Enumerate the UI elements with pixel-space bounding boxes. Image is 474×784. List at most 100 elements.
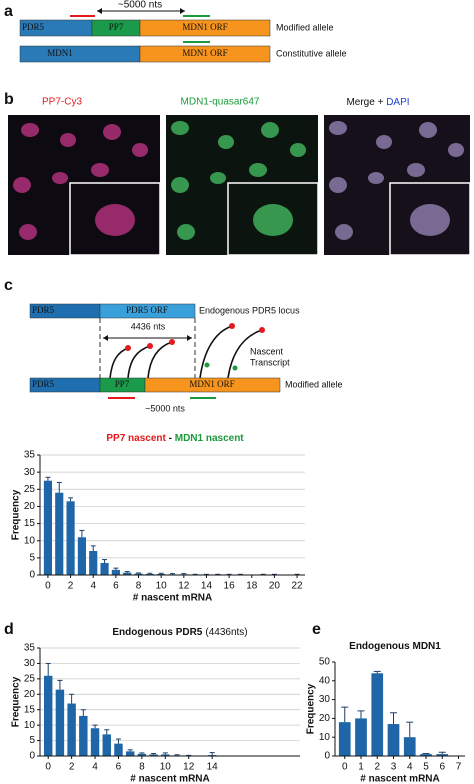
segment-label: PDR5 xyxy=(32,305,55,315)
bar xyxy=(43,675,53,756)
error-bar xyxy=(162,752,168,755)
error-bar xyxy=(181,573,187,575)
allele-label: Modified allele xyxy=(285,379,343,389)
bar xyxy=(43,480,53,575)
x-tick-label: 8 xyxy=(136,581,142,592)
y-tick-label: 30 xyxy=(24,467,36,478)
bar xyxy=(436,754,449,756)
x-tick-label: 16 xyxy=(224,581,236,592)
bar xyxy=(338,722,351,756)
bar xyxy=(111,569,120,575)
chart-title: Endogenous MDN1 xyxy=(349,641,441,652)
segment-label: PDR5 xyxy=(22,22,45,32)
bar xyxy=(90,728,100,756)
y-tick-label: 50 xyxy=(319,657,331,668)
allele-label: Modified allele xyxy=(276,22,334,32)
bar xyxy=(134,573,143,575)
title-part: Endogenous MDN1 xyxy=(349,641,441,652)
panel-label: b xyxy=(4,91,14,108)
x-tick-label: 4 xyxy=(92,762,98,773)
transcript-tags xyxy=(125,323,265,371)
bar xyxy=(145,573,154,575)
error-bar xyxy=(57,679,63,690)
bar xyxy=(77,537,86,575)
error-bar xyxy=(209,752,215,756)
error-bar xyxy=(151,753,157,755)
bar xyxy=(137,753,147,756)
segment xyxy=(99,303,196,319)
bar xyxy=(102,734,111,756)
error-bar xyxy=(124,571,130,573)
image-title: Merge + DAPI xyxy=(346,97,409,108)
y-tick-label: 25 xyxy=(24,484,36,495)
y-tick-label: 10 xyxy=(24,720,36,731)
x-tick-label: 8 xyxy=(139,762,145,773)
x-axis-label: # nascent mRNA xyxy=(133,593,212,604)
error-bar xyxy=(341,706,349,723)
bar xyxy=(100,563,109,575)
error-bar xyxy=(422,753,430,755)
bar xyxy=(79,715,88,756)
locus-label: Endogenous PDR5 locus xyxy=(199,305,300,315)
y-tick-label: 0 xyxy=(324,751,330,762)
error-bar xyxy=(69,693,75,704)
dapi-label: DAPI xyxy=(386,97,409,108)
x-tick-label: 10 xyxy=(156,581,168,592)
x-tick-label: 2 xyxy=(374,762,380,773)
panel-label: d xyxy=(4,621,14,638)
x-tick-label: 12 xyxy=(183,762,195,773)
y-tick-label: 10 xyxy=(24,535,36,546)
error-bar xyxy=(127,749,133,752)
segment xyxy=(19,45,141,63)
y-tick-label: 40 xyxy=(319,675,331,686)
bar xyxy=(67,703,76,756)
error-bar xyxy=(170,573,175,575)
y-tick-label: 20 xyxy=(319,713,331,724)
nascent-transcripts xyxy=(109,325,263,379)
y-tick-label: 15 xyxy=(24,704,36,715)
bar xyxy=(420,754,432,756)
error-bar xyxy=(80,709,86,716)
title-part: MDN1 nascent xyxy=(175,433,245,444)
segment-label: PDR5 ORF xyxy=(126,305,168,315)
micrograph xyxy=(8,115,161,256)
x-tick-label: 10 xyxy=(160,762,172,773)
error-bar xyxy=(136,572,141,574)
chart: PP7 nascent - MDN1 nascent05101520253035… xyxy=(11,433,305,604)
x-tick-label: 6 xyxy=(439,762,445,773)
bar xyxy=(157,573,166,575)
bar xyxy=(125,751,135,756)
segment xyxy=(139,19,271,37)
bar xyxy=(123,572,132,575)
chart-title: Endogenous PDR5 (4436nts) xyxy=(112,627,247,638)
x-axis-label: # nascent mRNA xyxy=(360,774,439,784)
x-tick-label: 7 xyxy=(456,762,462,773)
error-bar xyxy=(92,724,98,729)
y-axis-label: Frequency xyxy=(11,489,22,540)
x-tick-label: 5 xyxy=(423,762,429,773)
title-part: PP7 nascent xyxy=(106,433,166,444)
x-tick-label: 1 xyxy=(358,762,364,773)
error-bar xyxy=(68,497,74,502)
error-bar xyxy=(357,710,365,719)
y-tick-label: 35 xyxy=(24,643,36,654)
x-tick-label: 0 xyxy=(45,762,51,773)
y-tick-label: 10 xyxy=(319,732,331,743)
y-axis-label: Frequency xyxy=(306,683,317,734)
bar xyxy=(149,754,158,756)
segment-label: MDN1 ORF xyxy=(182,48,227,58)
error-bar xyxy=(115,738,121,744)
title-part: Endogenous PDR5 xyxy=(112,627,202,638)
y-tick-label: 30 xyxy=(24,658,36,669)
error-bar xyxy=(45,476,51,481)
x-tick-label: 14 xyxy=(207,762,219,773)
chart: d Endogenous PDR5 (4436nts) 0 5 10 15 20 25 30 35 0… xyxy=(4,621,300,784)
y-tick-label: 20 xyxy=(24,689,36,700)
bar xyxy=(55,492,64,575)
x-tick-label: 14 xyxy=(201,581,213,592)
segment-label: MDN1 ORF xyxy=(189,379,234,389)
title-part: - xyxy=(166,433,175,444)
merge-label: Merge + xyxy=(346,97,386,108)
image-title: PP7-Cy3 xyxy=(42,97,82,108)
